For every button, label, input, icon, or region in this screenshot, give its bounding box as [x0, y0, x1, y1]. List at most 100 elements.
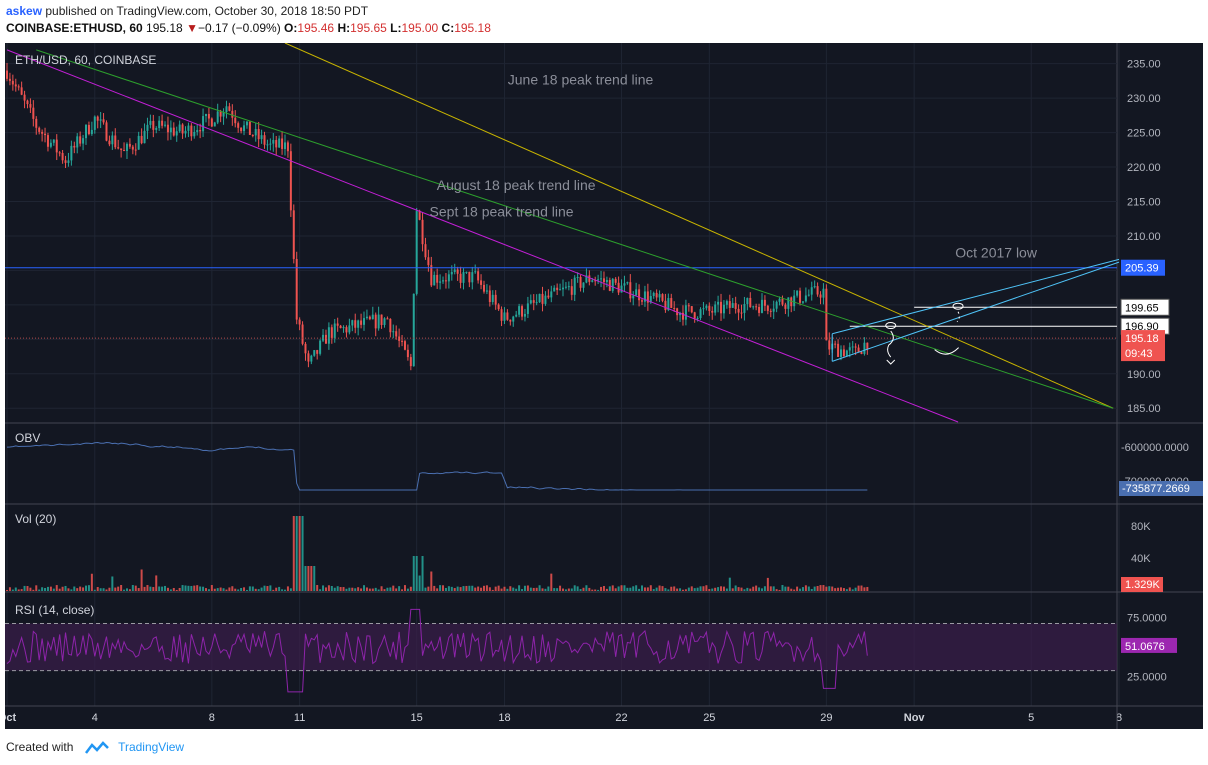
- candle-body: [17, 86, 20, 88]
- volume-bar: [500, 588, 503, 591]
- candle-body: [354, 320, 357, 328]
- vol-tick-label: 40K: [1131, 553, 1151, 565]
- candle-body: [392, 331, 395, 333]
- candle-body: [725, 301, 728, 305]
- volume-bar: [178, 587, 181, 591]
- volume-bar: [52, 588, 55, 591]
- candle-body: [360, 320, 363, 325]
- chart-canvas[interactable]: Oct 4 8 11 15 18 22 25 29 Nov 5 8 235.00 230.00 225.00…: [5, 43, 1203, 729]
- candle-body: [763, 299, 766, 306]
- handdrawn-smile: [934, 347, 959, 355]
- volume-bar: [196, 585, 199, 591]
- volume-bar: [152, 587, 155, 591]
- volume-bar: [85, 585, 88, 591]
- volume-bar: [213, 588, 216, 591]
- y-tick-label: 230.00: [1127, 93, 1161, 105]
- price-change: −0.17 (−0.09%): [197, 21, 281, 35]
- volume-bar: [149, 586, 152, 591]
- candle-body: [202, 116, 205, 132]
- x-tick-label: 25: [703, 712, 715, 724]
- volume-bar: [96, 587, 99, 591]
- candle-body: [26, 100, 29, 105]
- volume-bar: [181, 585, 184, 591]
- volume-bar: [155, 575, 158, 591]
- volume-bar: [406, 588, 409, 591]
- candle-body: [643, 291, 646, 302]
- volume-bar: [638, 588, 641, 591]
- volume-bar: [588, 587, 591, 591]
- candle-body: [491, 294, 494, 303]
- volume-bar: [140, 569, 143, 591]
- candle-body: [752, 306, 755, 308]
- candle-body: [480, 280, 483, 285]
- candle-body: [137, 135, 140, 150]
- price-label-text: 09:43: [1125, 348, 1153, 360]
- candle-body: [649, 296, 652, 303]
- volume-bar: [8, 587, 11, 591]
- candle-body: [617, 282, 620, 293]
- candle-body: [272, 140, 275, 144]
- candle-body: [23, 94, 26, 101]
- candle-body: [670, 298, 673, 308]
- candle-body: [85, 124, 88, 139]
- tradingview-link[interactable]: TradingView: [118, 740, 185, 754]
- candle-body: [398, 336, 401, 341]
- pane-title: RSI (14, close): [15, 603, 94, 617]
- candle-body: [266, 144, 269, 146]
- candle-body: [749, 297, 752, 308]
- volume-bar: [392, 585, 395, 591]
- price-label-text: 199.65: [1125, 302, 1159, 314]
- candle-body: [444, 280, 447, 282]
- volume-bar: [169, 589, 172, 591]
- symbol-label: COINBASE:ETHUSD, 60: [6, 21, 143, 35]
- publish-info: askew published on TradingView.com, Octo…: [6, 4, 368, 18]
- candle-body: [152, 120, 155, 130]
- volume-bar: [570, 588, 573, 591]
- candle-body: [509, 319, 512, 322]
- candle-body: [535, 302, 538, 304]
- author-link[interactable]: askew: [6, 4, 43, 18]
- volume-bar: [564, 589, 567, 591]
- volume-bar: [322, 585, 325, 591]
- publish-text: published on TradingView.com, October 30…: [45, 4, 369, 18]
- volume-bar: [319, 589, 322, 591]
- volume-bar: [804, 585, 807, 591]
- candle-body: [409, 357, 412, 367]
- volume-bar: [11, 589, 14, 591]
- volume-bar: [219, 587, 222, 591]
- volume-bar: [254, 588, 257, 591]
- volume-bar: [696, 587, 699, 591]
- volume-bar: [787, 586, 790, 591]
- volume-bar: [760, 588, 763, 591]
- volume-bar: [158, 586, 161, 591]
- candle-body: [840, 349, 842, 357]
- volume-bar: [576, 586, 579, 591]
- volume-bar: [652, 589, 655, 591]
- close-label: C:: [441, 21, 455, 35]
- handdrawn-arrowhead: [886, 359, 896, 365]
- volume-bar: [172, 587, 175, 591]
- volume-bar: [655, 587, 658, 591]
- volume-bar: [333, 587, 336, 591]
- candle-body: [696, 318, 699, 320]
- candle-body: [760, 299, 763, 313]
- volume-bar: [550, 573, 553, 591]
- volume-bar: [193, 585, 196, 591]
- volume-bar: [851, 589, 854, 591]
- volume-bar: [602, 586, 605, 591]
- volume-bar: [845, 589, 848, 591]
- candle-body: [611, 278, 614, 291]
- x-tick-label: 4: [92, 712, 98, 724]
- volume-bar: [64, 585, 67, 591]
- volume-bar: [266, 586, 269, 591]
- candle-body: [585, 275, 588, 283]
- candle-body: [579, 276, 582, 288]
- volume-bar: [722, 586, 725, 591]
- rsi-tick-label: 25.0000: [1127, 672, 1167, 684]
- candle-body: [564, 286, 567, 288]
- candle-body: [166, 124, 169, 133]
- volume-bar: [532, 587, 535, 591]
- volume-bar: [395, 588, 398, 591]
- volume-bar: [681, 589, 684, 591]
- volume-bar: [541, 588, 544, 591]
